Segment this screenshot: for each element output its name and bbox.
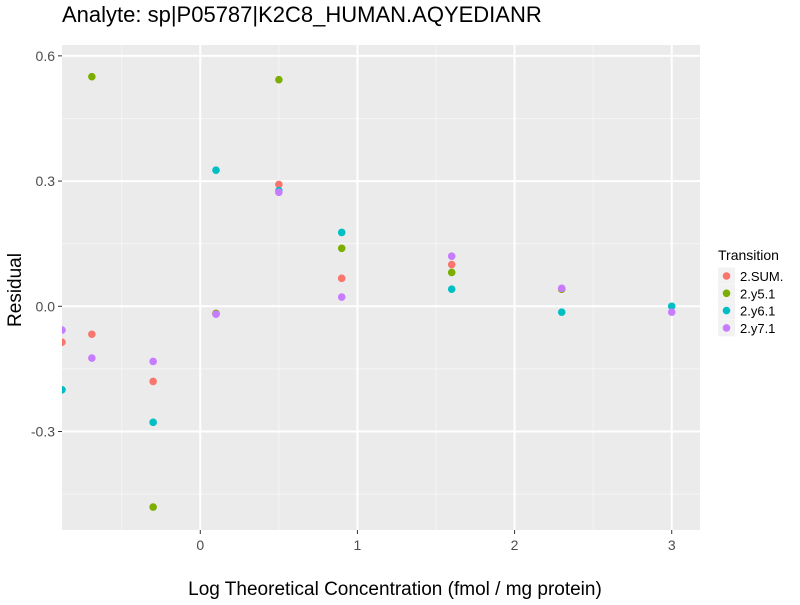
legend-title: Transition <box>718 247 779 263</box>
y-tick-label: 0.6 <box>36 48 56 64</box>
x-tick-label: 0 <box>196 537 204 553</box>
data-point-2-y6-1 <box>667 302 676 311</box>
plot-panel <box>62 45 700 530</box>
data-point-2-SUM <box>275 180 283 189</box>
y-tick-label: 0.0 <box>36 298 56 314</box>
data-point-2-y6-1 <box>212 166 220 175</box>
data-point-2-y6-1 <box>447 285 456 293</box>
legend-label: 2.SUM. <box>740 269 783 284</box>
data-point-2-y5-1 <box>275 75 283 84</box>
legend-marker <box>722 272 731 280</box>
x-tick-label: 1 <box>354 537 362 553</box>
legend-marker <box>722 324 731 332</box>
legend-marker <box>722 289 731 298</box>
data-point-2-SUM <box>149 377 157 386</box>
y-tick-label: 0.3 <box>36 173 56 189</box>
data-point-2-y5-1 <box>447 268 456 277</box>
data-point-2-y7-1 <box>337 293 346 301</box>
data-point-2-y7-1 <box>88 354 96 362</box>
data-point-2-y7-1 <box>275 188 283 197</box>
legend-label: 2.y7.1 <box>740 321 775 336</box>
data-point-2-y6-1 <box>149 418 157 427</box>
data-point-2-y7-1 <box>212 310 220 319</box>
data-points <box>62 72 676 511</box>
chart-title: Analyte: sp|P05787|K2C8_HUMAN.AQYEDIANR <box>62 2 542 27</box>
x-tick-label: 2 <box>511 537 519 553</box>
data-point-2-y7-1 <box>62 326 66 334</box>
data-point-2-SUM <box>62 338 66 346</box>
legend-marker <box>722 306 731 315</box>
data-point-2-SUM <box>88 330 96 339</box>
data-point-2-y6-1 <box>337 228 346 237</box>
x-axis: 0 1 2 3 <box>196 530 676 553</box>
data-point-2-y5-1 <box>149 503 157 511</box>
legend: Transition 2.SUM. 2.y5.1 2.y6.1 2.y7.1 <box>718 247 783 337</box>
data-point-2-y7-1 <box>149 357 157 366</box>
data-point-2-y5-1 <box>88 72 96 81</box>
data-point-2-y5-1 <box>337 244 346 253</box>
data-point-2-SUM <box>447 260 456 269</box>
y-axis: 0.6 0.3 0.0 -0.3 <box>31 48 62 439</box>
x-axis-label: Log Theoretical Concentration (fmol / mg… <box>188 579 602 600</box>
x-tick-label: 3 <box>668 537 676 553</box>
data-point-2-y6-1 <box>557 308 566 316</box>
y-axis-label: Residual <box>5 253 26 327</box>
data-point-2-y7-1 <box>447 252 456 260</box>
data-point-2-y7-1 <box>557 284 566 293</box>
data-point-2-SUM <box>337 274 346 283</box>
data-point-2-y6-1 <box>62 385 66 394</box>
major-gridlines <box>62 45 700 530</box>
legend-label: 2.y5.1 <box>740 286 775 301</box>
y-tick-label: -0.3 <box>31 423 55 439</box>
minor-gridlines <box>62 45 700 530</box>
data-point-2-y7-1 <box>667 308 676 316</box>
legend-label: 2.y6.1 <box>740 304 775 319</box>
